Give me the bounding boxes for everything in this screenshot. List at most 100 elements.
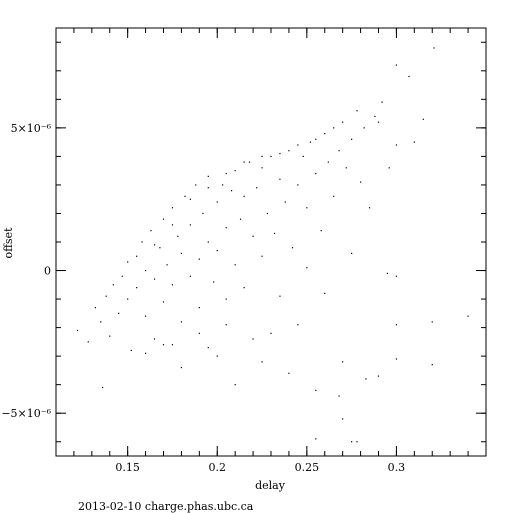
data-point [338, 395, 340, 397]
data-point [422, 118, 424, 120]
data-point [377, 375, 380, 377]
data-point [256, 187, 258, 189]
data-point [252, 235, 254, 237]
data-point [279, 152, 281, 155]
data-point [198, 258, 200, 260]
data-point [327, 161, 329, 163]
data-point [162, 301, 165, 303]
data-point [230, 190, 233, 192]
data-point [306, 207, 308, 209]
data-point [180, 366, 183, 369]
data-point [324, 292, 326, 294]
data-point [243, 195, 245, 197]
data-point [359, 181, 362, 183]
data-point [153, 338, 156, 340]
data-point [433, 47, 435, 49]
data-point [408, 75, 410, 78]
data-point [297, 184, 299, 186]
data-point [136, 255, 138, 257]
data-points [76, 47, 469, 443]
data-point [225, 227, 227, 229]
data-point [216, 355, 218, 357]
data-point [368, 207, 371, 209]
data-point [342, 418, 344, 420]
data-point [159, 247, 161, 249]
y-tick-label: −5×10⁻⁶ [1, 407, 51, 420]
data-point [198, 332, 200, 334]
data-point [324, 132, 326, 135]
data-point [171, 224, 174, 226]
data-point [144, 315, 147, 317]
data-point [202, 212, 204, 215]
data-point [213, 281, 215, 283]
y-axis-label: offset [2, 227, 15, 259]
data-point [261, 155, 263, 157]
data-point [270, 332, 272, 334]
data-point [467, 315, 469, 317]
data-point [153, 278, 156, 280]
data-point [177, 235, 179, 237]
data-point [198, 307, 200, 309]
data-point [180, 321, 183, 323]
x-tick-label: 0.2 [209, 461, 227, 474]
data-point [171, 207, 174, 209]
data-point [363, 127, 365, 129]
data-point [127, 298, 129, 300]
data-point [171, 284, 174, 286]
data-point [121, 275, 123, 277]
data-point [207, 346, 209, 349]
x-axis-label: delay [255, 479, 286, 492]
data-point [261, 255, 263, 257]
data-point [261, 361, 263, 363]
data-point [388, 167, 390, 169]
data-point [395, 144, 398, 146]
data-point [315, 438, 317, 440]
data-point [315, 172, 317, 175]
data-point [153, 244, 156, 246]
data-point [266, 212, 269, 215]
data-point [333, 127, 335, 129]
data-point [288, 150, 290, 152]
data-point [342, 361, 344, 363]
data-point [273, 232, 276, 235]
major-ticks [56, 28, 486, 456]
data-point [207, 241, 209, 243]
data-point [127, 261, 129, 263]
data-point [189, 275, 191, 277]
y-tick-labels: 5×10⁻⁶ 0 −5×10⁻⁶ [1, 122, 51, 420]
data-point [150, 229, 152, 232]
data-point [222, 184, 224, 186]
data-point [395, 64, 398, 66]
data-point [189, 224, 191, 226]
data-point [315, 138, 317, 140]
data-point [180, 252, 183, 255]
data-point [279, 178, 281, 180]
footer-caption: 2013-02-10 charge.phas.ubc.ca [78, 500, 254, 513]
data-point [279, 295, 281, 297]
data-point [252, 338, 254, 340]
data-point [288, 372, 290, 374]
data-point [162, 218, 165, 220]
data-point [216, 201, 218, 203]
data-point [351, 252, 353, 255]
data-point [144, 352, 147, 354]
data-point [297, 324, 299, 326]
data-point [166, 264, 168, 266]
data-point [248, 161, 251, 163]
data-point [386, 272, 389, 274]
data-point [395, 358, 398, 360]
data-point [320, 229, 322, 232]
data-point [94, 307, 97, 309]
data-point [207, 187, 209, 189]
data-point [342, 121, 344, 123]
data-point [306, 267, 308, 269]
data-point [225, 324, 227, 326]
data-point [261, 167, 263, 169]
data-point [234, 170, 236, 172]
data-point [356, 441, 358, 443]
plot-frame [55, 27, 487, 457]
x-tick-label: 0.3 [388, 461, 406, 474]
data-point [100, 321, 102, 323]
data-point [239, 218, 242, 220]
